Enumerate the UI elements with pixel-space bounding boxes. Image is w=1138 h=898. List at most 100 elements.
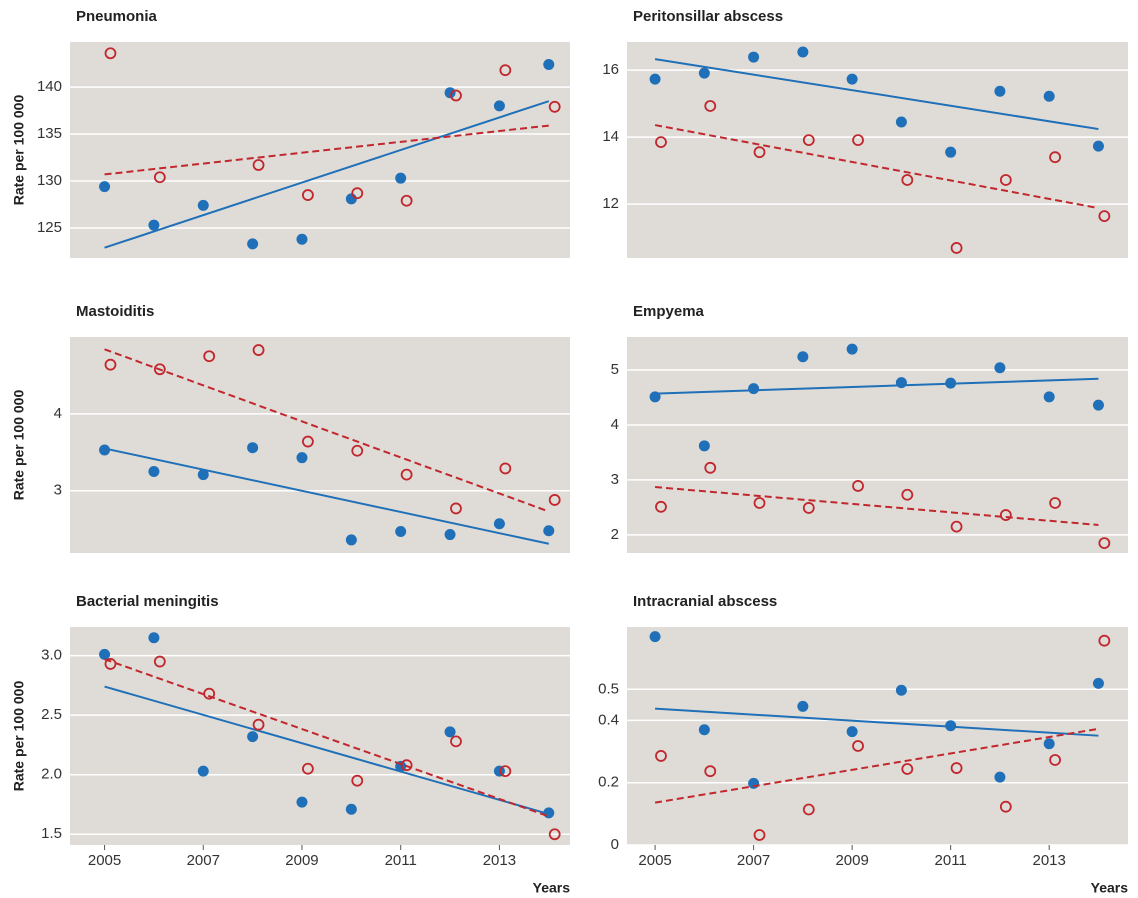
plot-area [70,337,570,553]
y-tick-label: 5 [611,361,619,378]
point [548,494,561,506]
point [802,803,815,816]
point [950,762,963,774]
point [945,720,957,732]
y-axis-label: Rate per 100 000 [11,95,27,206]
point [846,343,858,355]
point [197,765,209,777]
point [543,807,555,819]
point [748,383,760,395]
point [753,146,766,159]
point [748,51,760,63]
y-tick-label: 2 [611,526,619,543]
point [802,502,815,514]
point [400,194,413,207]
trend-line [104,124,549,176]
point [345,193,357,205]
y-axis-label: Rate per 100 000 [11,681,27,792]
x-axis-label: Years [1091,880,1129,896]
point [247,731,259,743]
trend-line [104,447,549,545]
point [450,735,462,748]
x-tick-label: 2009 [285,852,318,869]
x-tick-label: 2013 [1032,852,1065,869]
y-tick-label: 12 [602,195,619,212]
point [704,100,717,112]
point [698,440,710,452]
y-tick-label: 16 [602,61,619,78]
point [895,377,907,389]
x-tick-label: 2011 [385,852,417,869]
plot-area [627,337,1128,553]
y-tick-label: 140 [37,78,62,95]
point [649,631,661,643]
point [994,85,1006,97]
point [395,525,407,537]
point [99,181,111,193]
point [247,238,259,250]
point [148,466,160,478]
point [1043,391,1055,403]
y-tick-label: 0.5 [598,680,619,697]
point [895,116,907,128]
x-tick-label: 2007 [737,852,770,869]
point [655,500,667,513]
trend-line [655,707,1099,737]
point [999,509,1012,521]
y-tick-label: 14 [602,128,619,145]
point [1098,634,1111,647]
point [296,233,308,245]
point [104,658,117,670]
point [493,765,505,777]
point [197,469,209,481]
point [104,358,117,371]
point [704,765,717,778]
point [351,774,364,787]
x-tick-label: 2013 [483,852,516,869]
point [797,46,809,58]
point [649,73,661,85]
point [543,525,555,537]
y-tick-label: 2.5 [41,706,62,723]
point [1098,210,1111,223]
y-axis-label: Rate per 100 000 [11,390,27,501]
point [153,171,166,184]
point [999,800,1012,813]
panel-title: Bacterial meningitis [76,593,219,610]
y-tick-label: 130 [37,172,62,189]
x-tick-label: 2005 [638,852,671,869]
point [450,502,462,515]
point [1092,677,1104,689]
point [852,134,864,147]
point [499,462,512,475]
point [655,136,667,149]
point [945,146,957,158]
y-tick-label: 125 [37,219,62,236]
x-tick-label: 2009 [835,852,868,869]
point [950,242,963,254]
point [153,655,166,668]
point [493,100,505,112]
point [499,64,512,77]
point [444,726,456,738]
trend-line [104,348,550,513]
trend-line [104,658,550,818]
panel-title: Intracranial abscess [633,593,777,610]
point [450,89,462,102]
y-tick-label: 3 [54,482,62,499]
point [351,444,364,457]
point [649,391,661,403]
point [345,534,357,546]
point [252,344,265,356]
point [197,199,209,211]
point [1043,738,1055,750]
x-axis-label: Years [533,880,571,896]
point [994,771,1006,783]
y-tick-label: 0.4 [598,711,619,728]
point [148,632,160,644]
x-tick-label: 2007 [187,852,220,869]
point [698,724,710,736]
point [901,174,914,186]
